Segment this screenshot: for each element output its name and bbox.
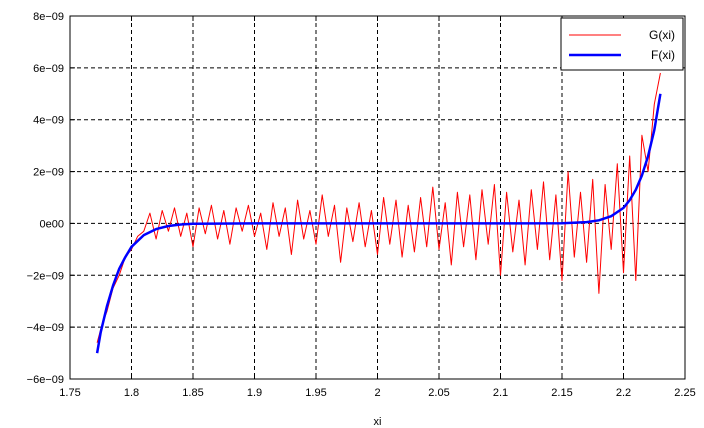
axis-ticks: 1.75 1.8 1.85 1.9 1.95 2 2.05 2.1 2.15 2.2 2.25 −6e… bbox=[27, 11, 696, 399]
y-tick-label: 2e−09 bbox=[33, 167, 64, 179]
y-tick-label: −4e−09 bbox=[27, 322, 64, 334]
series-layer bbox=[95, 72, 662, 354]
x-tick-label: 2.15 bbox=[551, 387, 572, 399]
legend-box bbox=[560, 17, 684, 71]
x-tick-label: 2 bbox=[374, 387, 380, 399]
series-line-g bbox=[96, 72, 661, 343]
legend: G(xi) F(xi) bbox=[560, 17, 684, 71]
x-tick-label: 1.95 bbox=[305, 387, 326, 399]
x-axis-label: xi bbox=[374, 416, 382, 428]
y-tick-label: 6e−09 bbox=[33, 63, 64, 75]
legend-label-g: G(xi) bbox=[649, 28, 675, 42]
x-tick-label: 1.8 bbox=[124, 387, 139, 399]
x-tick-label: 2.25 bbox=[674, 387, 695, 399]
series-line-f bbox=[95, 93, 662, 354]
x-tick-label: 1.85 bbox=[182, 387, 203, 399]
y-tick-label: −2e−09 bbox=[27, 270, 64, 282]
x-tick-label: 2.2 bbox=[616, 387, 631, 399]
x-tick-label: 2.05 bbox=[428, 387, 449, 399]
legend-label-f: F(xi) bbox=[651, 48, 675, 62]
y-tick-label: −6e−09 bbox=[27, 374, 64, 386]
x-tick-label: 2.1 bbox=[493, 387, 508, 399]
x-tick-label: 1.9 bbox=[247, 387, 262, 399]
y-tick-label: 0e00 bbox=[40, 218, 64, 230]
x-tick-label: 1.75 bbox=[59, 387, 80, 399]
y-tick-label: 8e−09 bbox=[33, 11, 64, 23]
y-tick-label: 4e−09 bbox=[33, 115, 64, 127]
